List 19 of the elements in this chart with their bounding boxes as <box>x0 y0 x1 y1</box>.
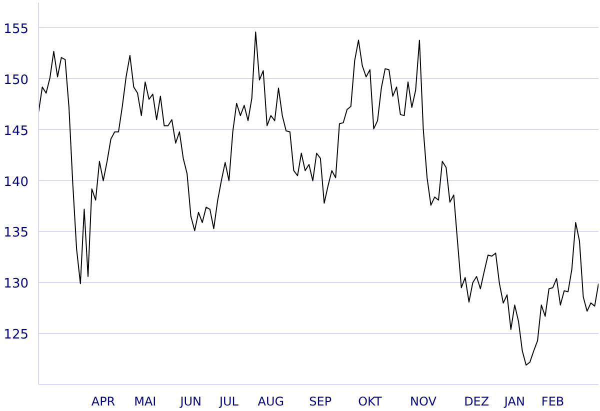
x-tick-label: AUG <box>258 394 284 408</box>
y-tick-label: 155 <box>4 22 29 37</box>
y-tick-label: 150 <box>4 72 29 88</box>
x-tick-label: SEP <box>309 394 332 408</box>
y-tick-label: 145 <box>4 124 29 139</box>
y-tick-label: 130 <box>4 276 29 292</box>
x-tick-label: JUL <box>218 394 239 408</box>
x-tick-label: MAI <box>134 394 156 408</box>
y-tick-label: 125 <box>4 328 29 343</box>
x-tick-label: APR <box>91 394 116 408</box>
x-tick-label: JAN <box>503 394 525 408</box>
x-tick-label: JUN <box>179 394 202 408</box>
x-tick-label: DEZ <box>464 394 490 408</box>
x-tick-label: NOV <box>410 394 438 408</box>
y-tick-label: 140 <box>4 174 29 190</box>
y-tick-label: 135 <box>4 226 29 241</box>
line-series <box>38 32 598 366</box>
x-tick-label: OKT <box>358 394 382 408</box>
x-tick-label: FEB <box>541 394 564 408</box>
